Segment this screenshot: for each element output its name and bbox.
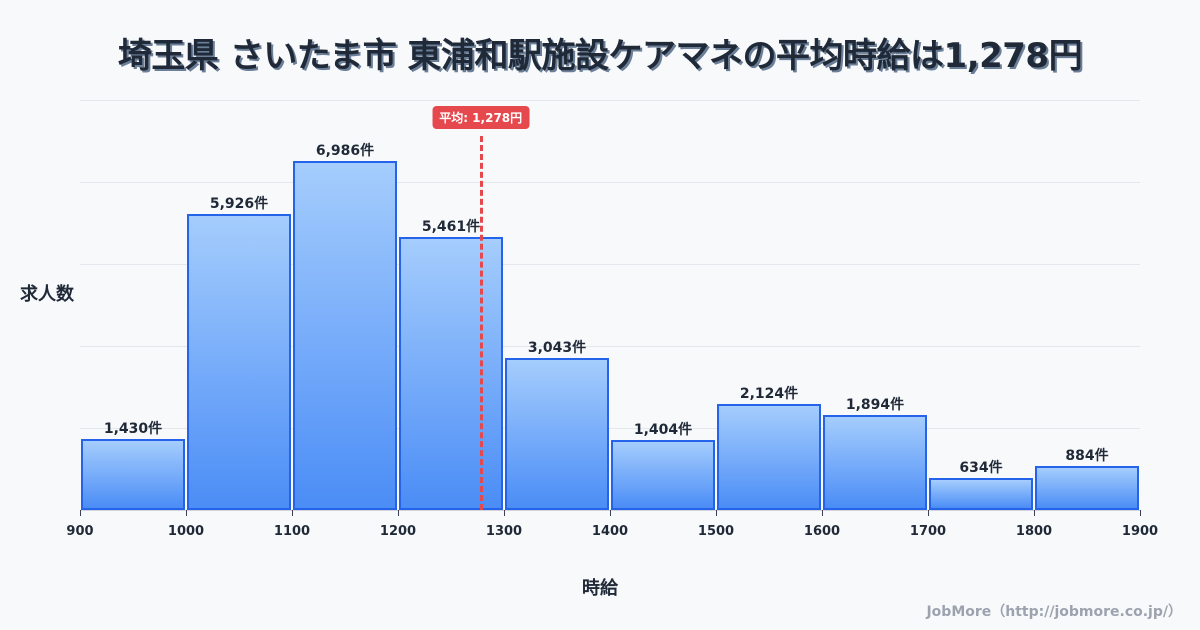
histogram-bar (399, 236, 503, 510)
x-tick (822, 510, 823, 516)
bar-value-label: 1,430件 (103, 420, 163, 437)
x-tick (928, 510, 929, 516)
bar-value-label: 5,461件 (421, 218, 481, 235)
x-axis-label: 時給 (582, 578, 618, 599)
x-tick-label: 1700 (909, 524, 947, 539)
x-tick-label: 1100 (273, 524, 311, 539)
bar-value-label: 884件 (1065, 447, 1109, 464)
bar-value-label: 634件 (959, 460, 1003, 477)
x-tick-label: 1400 (591, 524, 629, 539)
x-tick-label: 900 (66, 524, 94, 539)
x-tick (610, 510, 611, 516)
x-tick (504, 510, 505, 516)
bar-value-label: 5,926件 (209, 195, 269, 212)
grid-line (80, 346, 1140, 347)
x-tick (292, 510, 293, 516)
plot-area: 1,430件 5,926件 6,986件 5,461件 3,043件 1,404件 2,12… (66, 100, 1158, 539)
chart-title: 埼玉県 さいたま市 東浦和駅施設ケアマネの平均時給は1,278円 (117, 36, 1083, 76)
grid-line (80, 428, 1140, 429)
bar-value-label: 2,124件 (739, 385, 799, 402)
histogram-bar (823, 415, 927, 510)
bar-value-label: 1,404件 (633, 421, 693, 438)
y-axis-label: 求人数 (20, 284, 74, 305)
bar-value-label: 3,043件 (527, 339, 587, 356)
histogram-bar (1035, 465, 1139, 510)
grid-line (80, 182, 1140, 183)
x-tick (398, 510, 399, 516)
histogram-bar (187, 213, 291, 510)
histogram-bar (929, 478, 1033, 510)
grid-line (80, 100, 1140, 101)
bar-value-label: 6,986件 (315, 142, 375, 159)
x-tick-label: 1000 (167, 524, 205, 539)
x-tick (80, 510, 81, 516)
x-tick (186, 510, 187, 516)
x-tick-label: 1200 (379, 524, 417, 539)
histogram-bar (717, 403, 821, 510)
histogram-bar (293, 160, 397, 510)
histogram-bar (611, 439, 715, 510)
x-tick-label: 1800 (1015, 524, 1053, 539)
histogram-bar (505, 357, 609, 510)
x-tick-label: 1600 (803, 524, 841, 539)
x-tick-label: 1500 (697, 524, 735, 539)
mean-badge: 平均: 1,278円 (432, 106, 530, 129)
x-tick (716, 510, 717, 516)
histogram-bar (81, 438, 185, 510)
mean-line (479, 136, 483, 510)
x-tick-label: 1900 (1121, 524, 1159, 539)
x-tick (1140, 510, 1141, 516)
x-tick-label: 1300 (485, 524, 523, 539)
x-tick (1034, 510, 1035, 516)
bar-value-label: 1,894件 (845, 397, 905, 414)
grid-line (80, 264, 1140, 265)
source-credit: JobMore（http://jobmore.co.jp/） (926, 604, 1182, 620)
